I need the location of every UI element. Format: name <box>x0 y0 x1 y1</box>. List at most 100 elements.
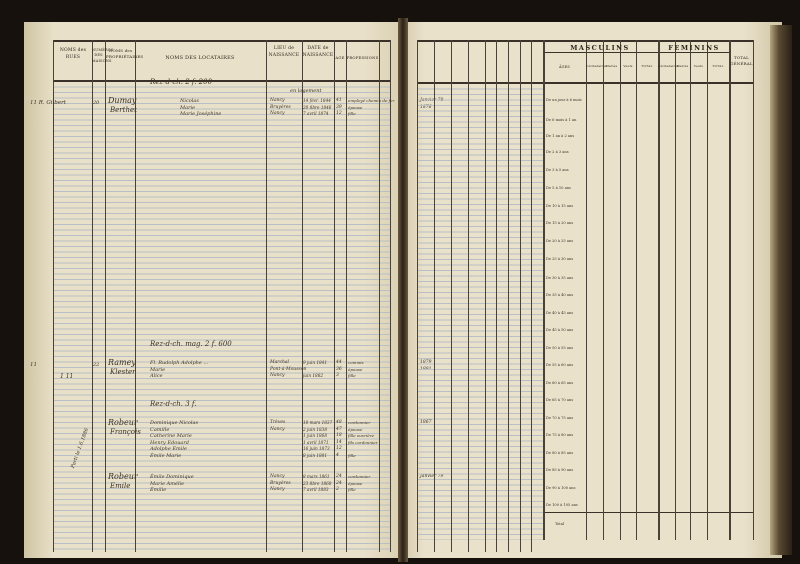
age-group-label: De 35 à 40 ans <box>546 293 574 297</box>
birthplace: Nancy <box>270 373 285 378</box>
column-divider <box>586 40 587 540</box>
right-header-bottom-rule <box>417 82 753 84</box>
header-top-rule <box>53 40 390 42</box>
birthdate: 1 juin 1868 <box>303 433 328 438</box>
tenant-name: Marie Amélie <box>150 480 185 487</box>
column-divider <box>690 40 691 540</box>
street-name: 11 R. Gilbert <box>30 100 66 106</box>
profession: fille <box>348 373 356 378</box>
column-divider <box>620 40 621 540</box>
column-divider <box>451 40 452 552</box>
column-divider <box>346 40 347 552</box>
owner-name-2: Emile <box>110 482 131 490</box>
tenant-name: Fl. Rudolph Adolphe ... <box>150 360 209 366</box>
birthplace: Bruyères <box>270 480 291 486</box>
profession: cordonnier <box>348 420 371 425</box>
birthplace: Pont-à-Mousson <box>270 366 307 372</box>
header-owner: NOMS des PROPRIÉTAIRES <box>106 48 144 59</box>
header-ages: ÂGES <box>558 65 571 69</box>
column-divider <box>729 40 731 540</box>
birthplace: Nancy <box>270 98 285 103</box>
subheader-total: TOTAL <box>641 64 653 68</box>
profession: épouse <box>348 426 363 432</box>
tenant-name: Émilie <box>150 487 167 493</box>
column-divider <box>53 40 54 552</box>
column-divider <box>92 40 93 552</box>
column-divider <box>434 40 435 552</box>
age-group-label: De 20 à 25 ans <box>546 239 574 243</box>
birthdate: 8 juin 1881 <box>303 452 328 458</box>
column-divider <box>753 40 754 540</box>
profession: épouse <box>348 366 363 372</box>
ruled-lines-right <box>417 84 543 540</box>
column-divider <box>390 40 391 552</box>
age-group-label: De 55 à 60 ans <box>546 363 574 367</box>
column-divider <box>636 40 637 540</box>
age-group-label: De 70 à 75 ans <box>546 416 574 420</box>
subheader-mariés: Mariés <box>605 64 618 68</box>
header-feminins: FEMININS <box>668 44 720 52</box>
tenant-name: Alice <box>150 373 163 379</box>
floor-note: Rez-d-ch. 2 f. 200 <box>150 78 213 86</box>
profession: épouse <box>348 480 363 486</box>
age-group-label: De 75 à 80 ans <box>546 433 574 437</box>
subheader-veufs: Veufs <box>623 64 633 68</box>
birthdate: 14 févr. 1844 <box>303 98 331 103</box>
margin-number: 1 11 <box>60 373 74 380</box>
age: 18 <box>336 433 342 438</box>
tenant-name: Catherine Marie <box>150 433 192 439</box>
header-masculins: MASCULINS <box>570 44 630 52</box>
age-group-label: De 1 an à 2 ans <box>546 134 575 138</box>
profession: cordonnier <box>348 474 371 479</box>
subheader-célibataires: Célibataires <box>658 64 679 68</box>
profession: commis <box>348 360 364 365</box>
tenant-name: Nicolas <box>180 98 199 104</box>
header-age: AGE <box>335 55 345 60</box>
profession: fille ouvrière <box>348 433 374 438</box>
age: 14 <box>336 439 342 445</box>
age-group-label: De 60 à 65 ans <box>546 381 574 385</box>
owner-name: Robeur <box>108 418 138 427</box>
owner-name: Dumay <box>108 96 137 105</box>
tenant-name: Adolphe Emile <box>150 446 187 452</box>
header-birthdate: DATE de NAISSANCE <box>302 46 334 58</box>
birthdate: 9 juin 1841 <box>303 360 328 365</box>
tenant-name: Marie Joséphine <box>180 111 222 117</box>
page-edges <box>770 25 792 555</box>
birthplace: Nancy <box>270 487 285 492</box>
profession: employé chemin de fer <box>348 98 395 103</box>
age-group-label: De 85 à 90 ans <box>546 468 574 472</box>
house-number: 20 <box>93 100 100 106</box>
column-divider <box>496 40 497 552</box>
column-divider <box>543 40 545 540</box>
age: 47 <box>336 426 342 432</box>
header-total-general: TOTAL GÉNÉRAL <box>730 55 753 66</box>
age-group-label: De 65 à 70 ans <box>546 398 574 402</box>
birthdate: 16 juin 1873 <box>303 446 330 451</box>
age-group-label: De un jour à 6 mois <box>546 98 582 102</box>
owner-name-2: François <box>110 428 141 436</box>
header-street: NOMS des RUES <box>59 48 87 60</box>
column-divider <box>658 40 660 540</box>
birthdate: 20 8bre 1846 <box>303 104 332 110</box>
column-divider <box>135 40 136 552</box>
birthplace: Trèves <box>270 420 286 425</box>
age-group-label: De 25 à 30 ans <box>546 257 574 261</box>
age-group-label: De 45 à 50 ans <box>546 328 574 332</box>
tenant-name: Marie <box>150 366 166 373</box>
birthdate: 8 mars 1861 <box>303 474 330 479</box>
profession: fille <box>348 452 356 458</box>
owner-name: Robeur <box>108 472 138 481</box>
tenant-name: Émile Dominique <box>150 474 194 480</box>
tenant-name: Camille <box>150 426 170 433</box>
tenant-name: Henry Edouard <box>150 439 189 446</box>
column-divider <box>266 40 267 552</box>
column-divider <box>302 40 303 552</box>
profession: fille <box>348 111 356 116</box>
header-bottom-rule <box>53 80 390 82</box>
birthplace: Marchal <box>270 360 289 365</box>
column-divider <box>417 40 418 552</box>
book-spine <box>398 18 408 562</box>
age: 44 <box>336 360 342 365</box>
floor-note: Rez-d-ch. 3 f. <box>150 400 197 408</box>
